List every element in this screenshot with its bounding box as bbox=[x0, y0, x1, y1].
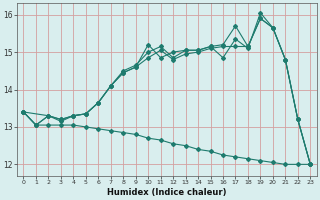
X-axis label: Humidex (Indice chaleur): Humidex (Indice chaleur) bbox=[107, 188, 227, 197]
